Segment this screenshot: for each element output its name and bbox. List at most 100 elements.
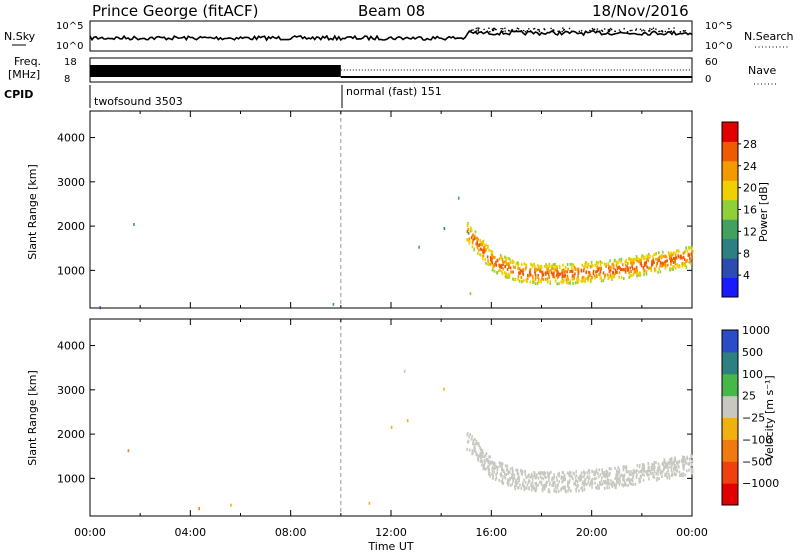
echo-band-cell xyxy=(630,270,632,273)
echo-band-cell xyxy=(622,484,624,488)
echo-band-cell xyxy=(672,253,674,257)
echo-band-cell xyxy=(583,484,586,488)
echo-band-cell xyxy=(621,268,623,272)
echo-band-cell xyxy=(547,489,550,493)
echo-band-cell xyxy=(690,467,693,471)
echo-band-cell xyxy=(491,256,493,260)
echo-band-cell xyxy=(541,271,544,275)
y-tick-label: 4000 xyxy=(57,340,85,353)
echo-band-cell xyxy=(468,237,471,241)
echo-band-cell xyxy=(482,241,485,245)
echo-band-cell xyxy=(478,248,480,252)
echo-band-cell xyxy=(558,471,561,475)
echo-band-cell xyxy=(561,486,564,490)
echo-band-cell xyxy=(552,484,555,488)
echo-band-cell xyxy=(562,471,564,475)
echo-band-cell xyxy=(603,471,605,474)
echo-band-cell xyxy=(601,471,604,474)
echo-band-cell xyxy=(475,453,478,457)
colorbar-segment xyxy=(722,461,738,484)
echo-band-cell xyxy=(524,267,527,271)
echo-band-cell xyxy=(468,435,470,439)
echo-band-cell xyxy=(663,460,666,464)
echo-band-cell xyxy=(534,476,537,480)
nave-tick-top: 60 xyxy=(705,57,718,68)
nsearch-point xyxy=(623,27,625,30)
echo-band-cell xyxy=(653,476,656,480)
echo-band-cell xyxy=(491,469,494,473)
echo-band-cell xyxy=(644,255,646,259)
nsearch-point xyxy=(472,29,474,31)
colorbar-segment xyxy=(722,483,738,506)
echo-band-cell xyxy=(477,454,479,458)
colorbar-frame xyxy=(721,329,739,506)
echo-band-cell xyxy=(669,268,671,272)
echo-band-cell xyxy=(636,464,639,467)
echo-band-cell xyxy=(665,263,667,267)
echo-band-cell xyxy=(509,470,511,474)
echo-band-cell xyxy=(638,477,640,481)
echo-band-cell xyxy=(614,484,617,488)
nsearch-point xyxy=(492,28,494,31)
nsearch-point xyxy=(635,29,637,31)
echo-band-cell xyxy=(473,248,475,252)
echo-band-cell xyxy=(506,464,509,468)
echo-band-cell xyxy=(691,250,694,254)
echo-band-cell xyxy=(517,477,519,480)
echo-band-cell xyxy=(518,267,521,271)
echo-band-cell xyxy=(678,265,681,269)
echo-band-cell xyxy=(636,269,639,273)
echo-band-cell xyxy=(617,477,619,481)
echo-band-cell xyxy=(601,261,603,265)
nsearch-point xyxy=(520,30,523,32)
echo-band-cell xyxy=(635,266,638,269)
nsearch-point xyxy=(608,28,611,31)
echo-band-cell xyxy=(571,265,573,269)
echo-band-cell xyxy=(670,252,673,256)
echo-band-cell xyxy=(681,455,684,459)
echo-band-cell xyxy=(618,275,620,279)
echo-band-cell xyxy=(562,486,565,489)
echo-band-cell xyxy=(577,272,580,275)
echo-band-cell xyxy=(655,257,657,261)
echo-band-cell xyxy=(475,242,478,246)
echo-band-cell xyxy=(579,475,581,478)
echo-band-cell xyxy=(657,256,660,260)
echo-band-cell xyxy=(479,459,482,463)
echo-band-cell xyxy=(660,264,663,268)
echo-band-cell xyxy=(534,482,536,486)
echo-band-cell xyxy=(585,262,588,265)
nsearch-point xyxy=(468,31,470,33)
echo-band-cell xyxy=(485,467,487,471)
echo-band-cell xyxy=(553,473,555,477)
echo-band-cell xyxy=(638,257,641,261)
echo-band-cell xyxy=(577,267,580,271)
echo-band-cell xyxy=(506,267,509,271)
echo-band-cell xyxy=(566,263,569,266)
echo-band-cell xyxy=(551,272,554,276)
echo-band-cell xyxy=(618,271,621,275)
echo-band-cell xyxy=(598,468,601,472)
echo-band-cell xyxy=(673,466,675,470)
echo-band-cell xyxy=(680,472,683,476)
echo-band-cell xyxy=(554,485,557,489)
echo-band-cell xyxy=(511,470,514,474)
echo-band-cell xyxy=(638,465,641,469)
echo-band-cell xyxy=(488,463,491,466)
echo-cell xyxy=(418,245,420,249)
echo-band-cell xyxy=(691,470,694,474)
echo-band-cell xyxy=(639,463,641,467)
echo-band-cell xyxy=(530,475,532,479)
echo-band-cell xyxy=(577,280,579,284)
echo-band-cell xyxy=(488,471,491,475)
echo-band-cell xyxy=(574,281,577,285)
echo-band-cell xyxy=(662,461,664,465)
echo-band-cell xyxy=(631,479,634,483)
nsearch-point xyxy=(589,29,591,32)
echo-band-cell xyxy=(476,241,479,245)
echo-band-cell xyxy=(573,277,575,281)
echo-band-cell xyxy=(637,273,639,277)
echo-band-cell xyxy=(612,480,614,484)
echo-band-cell xyxy=(659,264,661,268)
echo-band-cell xyxy=(661,264,664,268)
